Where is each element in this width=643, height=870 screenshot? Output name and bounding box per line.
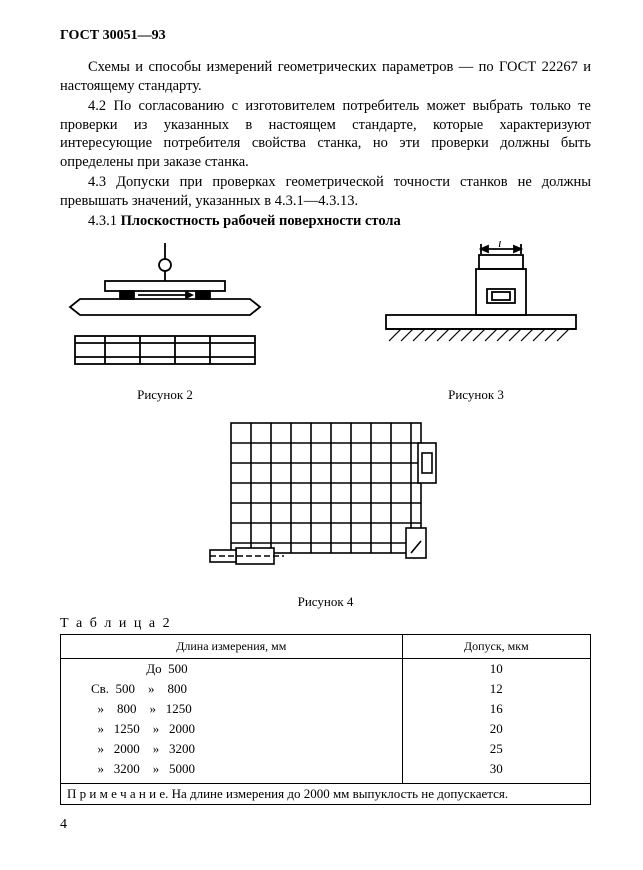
figure-4-svg (196, 413, 456, 588)
paragraph-3: 4.3 Допуски при проверках геометрической… (60, 173, 591, 210)
figure-3-block: l (361, 241, 591, 403)
figure-2-svg (60, 241, 270, 381)
figures-row-1: Рисунок 2 l (60, 241, 591, 403)
tolerance-table: Длина измерения, мм Допуск, мкм До 50010… (60, 634, 591, 805)
table-title: Т а б л и ц а 2 (60, 616, 591, 632)
paragraph-1: Схемы и способы измерений геометрических… (60, 58, 591, 95)
table-row: Св. 500 » 80012 (61, 679, 591, 699)
col1-header: Длина измерения, мм (61, 634, 403, 658)
figure-2-caption: Рисунок 2 (60, 387, 270, 403)
figure-3-caption: Рисунок 3 (361, 387, 591, 403)
col2-header: Допуск, мкм (402, 634, 590, 658)
figure-3-svg: l (361, 241, 591, 381)
page-number: 4 (60, 817, 591, 833)
p4-num: 4.3.1 (88, 213, 121, 229)
dim-l: l (498, 241, 502, 250)
table-row: » 2000 » 320025 (61, 739, 591, 759)
doc-code: ГОСТ 30051—93 (60, 28, 591, 44)
table-row: » 800 » 125016 (61, 699, 591, 719)
table-row: До 50010 (61, 658, 591, 679)
figure-4-caption: Рисунок 4 (196, 594, 456, 610)
table-row: » 3200 » 500030 (61, 759, 591, 784)
figure-2-block: Рисунок 2 (60, 241, 270, 403)
table-note: П р и м е ч а н и е. На длине измерения … (61, 783, 591, 804)
figure-4-wrap: Рисунок 4 (60, 413, 591, 610)
p4-title: Плоскостность рабочей поверхности стола (121, 213, 401, 229)
paragraph-4: 4.3.1 Плоскостность рабочей поверхности … (60, 212, 591, 231)
figure-4-block: Рисунок 4 (196, 413, 456, 610)
table-row: » 1250 » 200020 (61, 719, 591, 739)
paragraph-2: 4.2 По согласованию с изготовителем потр… (60, 97, 591, 171)
